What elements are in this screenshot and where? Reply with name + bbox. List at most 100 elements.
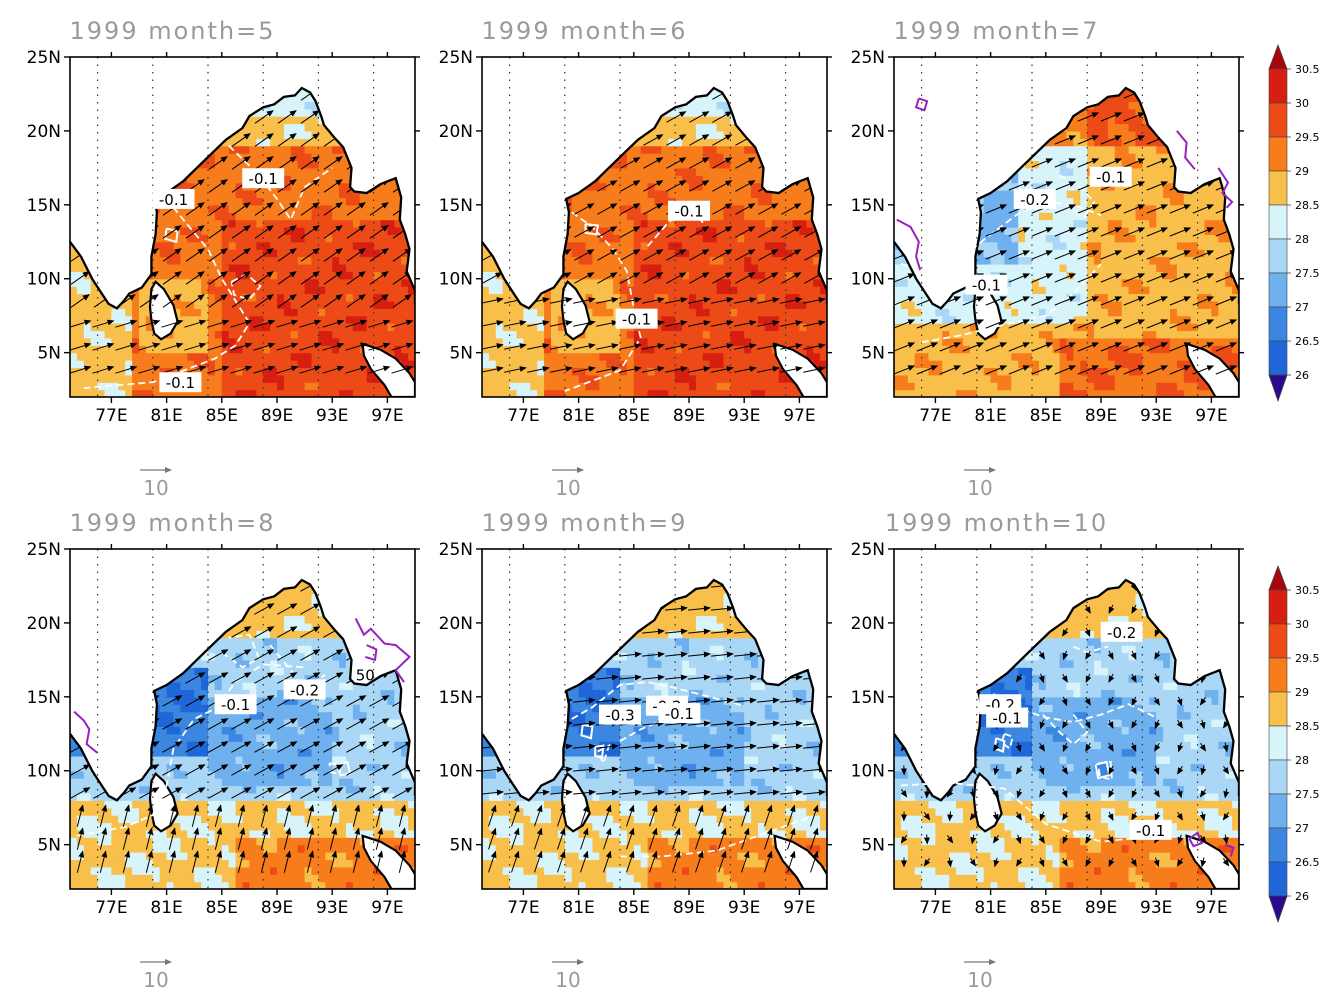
sst-cell [359, 234, 368, 243]
sst-cell [633, 263, 642, 272]
sst-cell [208, 249, 216, 258]
sst-cell [654, 300, 662, 309]
sst-cell [785, 204, 794, 213]
sst-cell [352, 360, 361, 369]
sst-cell [166, 271, 175, 280]
sst-cell [578, 286, 587, 295]
sst-cell [283, 323, 292, 332]
sst-cell [352, 212, 361, 221]
dashed-contour [83, 189, 251, 389]
sst-cell [187, 241, 195, 250]
sst-cell [544, 345, 552, 354]
sst-cell [668, 367, 676, 376]
sst-cell [730, 263, 738, 272]
sst-cell [647, 241, 656, 250]
sst-cell [359, 204, 368, 213]
sst-cell [235, 130, 244, 139]
sst-cell [221, 374, 230, 383]
sst-cell [592, 367, 600, 376]
sst-cell [502, 374, 511, 383]
sst-cell [256, 278, 264, 287]
sst-cell [695, 360, 704, 369]
sst-cell [97, 337, 106, 346]
sst-cell [139, 330, 147, 339]
sst-cell [283, 138, 292, 147]
sst-cell [277, 234, 285, 243]
sst-cell [221, 197, 230, 206]
sst-cell [737, 263, 745, 272]
sst-cell [778, 219, 787, 228]
sst-cell [799, 293, 807, 302]
sst-cell [132, 323, 140, 332]
sst-cell [270, 108, 278, 117]
sst-cell [332, 256, 340, 265]
sst-cell [668, 123, 676, 132]
sst-cell [661, 389, 669, 397]
sst-cell [758, 345, 766, 354]
wind-arrow [550, 366, 573, 373]
sst-cell [626, 389, 635, 397]
sst-cell [297, 315, 306, 324]
sst-cell [661, 190, 669, 199]
sst-cell [366, 241, 375, 250]
sst-cell [214, 367, 223, 376]
sst-cell [606, 345, 614, 354]
sst-cell [806, 219, 814, 228]
sst-cell [702, 278, 711, 287]
sst-cell [709, 182, 718, 191]
sst-cell [675, 145, 683, 154]
sst-cell [778, 204, 787, 213]
sst-cell [647, 138, 656, 147]
sst-cell [709, 88, 718, 95]
sst-cell [792, 241, 800, 250]
sst-cell [682, 308, 690, 317]
sst-cell [792, 345, 800, 354]
sst-cell [145, 352, 154, 361]
sst-cell [530, 315, 538, 324]
sst-cell [758, 227, 766, 235]
sst-cell [228, 227, 237, 235]
sst-cell [311, 123, 319, 132]
sst-cell [764, 278, 773, 287]
sst-cell [70, 286, 78, 295]
sst-cell [806, 278, 814, 287]
wind-arrow [185, 271, 205, 285]
sst-cell [214, 374, 223, 383]
sst-cell [263, 256, 271, 265]
sst-cell [339, 315, 347, 324]
sst-cell [373, 330, 382, 339]
sst-cell [764, 286, 773, 295]
sst-cell [578, 234, 587, 243]
sst-cell [654, 308, 662, 317]
sst-cell [730, 286, 738, 295]
sst-cell [495, 278, 504, 287]
wind-arrow [689, 180, 710, 192]
sst-cell [180, 330, 188, 339]
sst-cell [132, 374, 140, 383]
sst-cell [744, 315, 752, 324]
sst-cell [592, 219, 600, 228]
sst-cell [716, 130, 725, 139]
sst-cell [682, 345, 690, 354]
sst-cell [373, 249, 382, 258]
sst-cell [661, 234, 669, 243]
sst-cell [194, 337, 202, 346]
sst-cell [744, 300, 752, 309]
sst-cell [495, 286, 504, 295]
sst-cell [283, 330, 292, 339]
wind-arrow [688, 320, 711, 327]
sst-cell [83, 323, 92, 332]
sst-cell [592, 337, 600, 346]
sst-cell [145, 315, 154, 324]
sst-cell [654, 337, 662, 346]
sst-cell [270, 263, 278, 272]
sst-cell [263, 367, 271, 376]
sst-cell [256, 204, 264, 213]
sst-cell [118, 308, 126, 317]
sst-cell [758, 256, 766, 265]
sst-cell [689, 300, 697, 309]
sst-cell [311, 197, 319, 206]
sst-cell [283, 241, 292, 250]
sst-cell [647, 330, 656, 339]
sst-cell [346, 241, 354, 250]
